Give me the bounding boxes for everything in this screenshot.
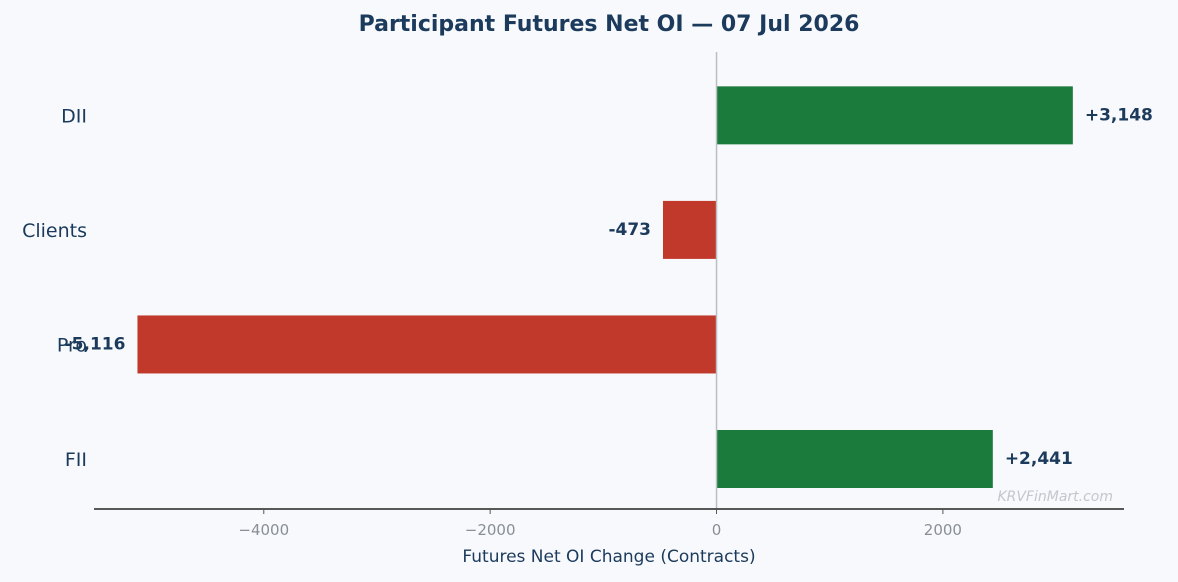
data-label-fii: +2,441 — [1005, 449, 1073, 469]
x-axis-title: Futures Net OI Change (Contracts) — [462, 547, 755, 567]
x-tick-label: −2000 — [465, 521, 516, 539]
data-label-dii: +3,148 — [1085, 105, 1153, 125]
category-label-dii: DII — [61, 105, 87, 127]
category-labels: FII Pro Clients DII — [22, 105, 87, 471]
bar-fii — [716, 430, 993, 488]
bar-pro — [137, 315, 717, 374]
category-label-fii: FII — [65, 449, 87, 471]
x-tick-label: 2000 — [924, 521, 962, 539]
x-tick-label: 0 — [712, 521, 722, 539]
data-label-pro: -5,116 — [65, 334, 126, 354]
chart-title: Participant Futures Net OI — 07 Jul 2026 — [359, 12, 860, 37]
watermark: KRVFinMart.com — [997, 489, 1113, 505]
x-tick-label: −4000 — [238, 521, 289, 539]
bars-layer — [137, 86, 1073, 488]
bar-clients — [662, 200, 717, 259]
data-labels: +2,441 -5,116 -473 +3,148 — [65, 105, 1153, 469]
bar-dii — [716, 86, 1073, 145]
category-label-pro: Pro — [57, 334, 87, 356]
x-ticks: −4000 −2000 0 2000 — [238, 509, 962, 539]
category-label-clients: Clients — [22, 220, 87, 242]
data-label-clients: -473 — [608, 220, 651, 240]
